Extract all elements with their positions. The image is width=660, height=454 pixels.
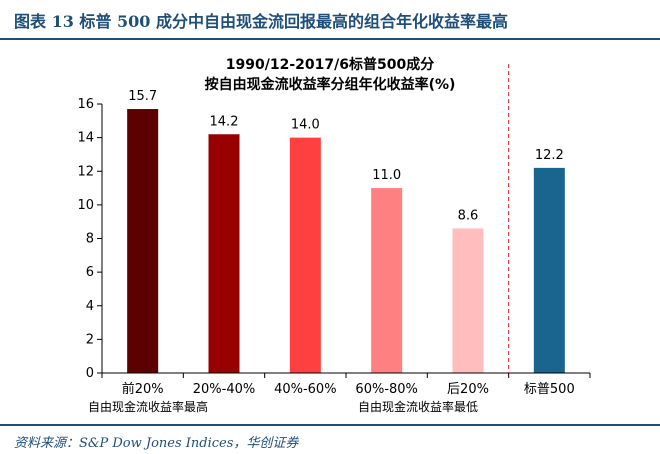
bar (208, 134, 240, 373)
y-tick-label: 4 (86, 299, 94, 314)
y-tick-label: 2 (86, 332, 94, 347)
y-axis: 0 2 4 6 8 10 12 14 16 (77, 97, 103, 381)
annotation-lowest: 自由现金流收益率最低 (358, 399, 478, 414)
data-label: 11.0 (372, 168, 401, 183)
y-tick-label: 16 (77, 97, 94, 112)
x-tick-label: 20%-40% (193, 382, 255, 397)
data-label: 12.2 (535, 148, 564, 163)
x-tick-label: 标普500 (524, 382, 575, 397)
y-tick-label: 10 (77, 198, 94, 213)
figure-title: 图表 13 标普 500 成分中自由现金流回报最高的组合年化收益率最高 (14, 12, 508, 31)
bars (127, 109, 565, 373)
x-tick-label: 40%-60% (274, 382, 336, 397)
chart-subtitle: 按自由现金流收益率分组年化收益率(%) (204, 77, 456, 93)
data-label: 14.0 (291, 118, 320, 133)
bar (289, 137, 321, 373)
y-tick-label: 14 (77, 131, 94, 146)
bar (371, 188, 403, 373)
y-tick-label: 6 (86, 265, 94, 280)
bar (533, 167, 565, 373)
y-tick-label: 12 (77, 164, 94, 179)
data-label: 8.6 (458, 208, 479, 223)
chart-title: 1990/12-2017/6标普500成分 (225, 57, 435, 73)
data-label: 15.7 (128, 89, 157, 104)
x-tick-label: 后20% (447, 382, 489, 397)
y-tick-label: 0 (86, 366, 94, 381)
figure-footer: 资料来源：S&P Dow Jones Indices，华创证券 (0, 424, 660, 454)
x-axis: 前20% 20%-40% 40%-60% 60%-80% 后20% 标普500 自由现金流收… (88, 64, 591, 414)
source-note: 资料来源：S&P Dow Jones Indices，华创证券 (14, 436, 299, 451)
data-labels: 15.7 14.2 14.0 11.0 8.6 12.2 (128, 89, 564, 223)
annotation-highest: 自由现金流收益率最高 (88, 399, 208, 414)
y-tick-label: 8 (86, 232, 94, 247)
bar (452, 228, 484, 373)
bar (127, 109, 159, 373)
data-label: 14.2 (210, 114, 239, 129)
figure-header: 图表 13 标普 500 成分中自由现金流回报最高的组合年化收益率最高 (0, 0, 660, 40)
x-tick-label: 60%-80% (355, 382, 417, 397)
x-tick-label: 前20% (122, 381, 164, 397)
